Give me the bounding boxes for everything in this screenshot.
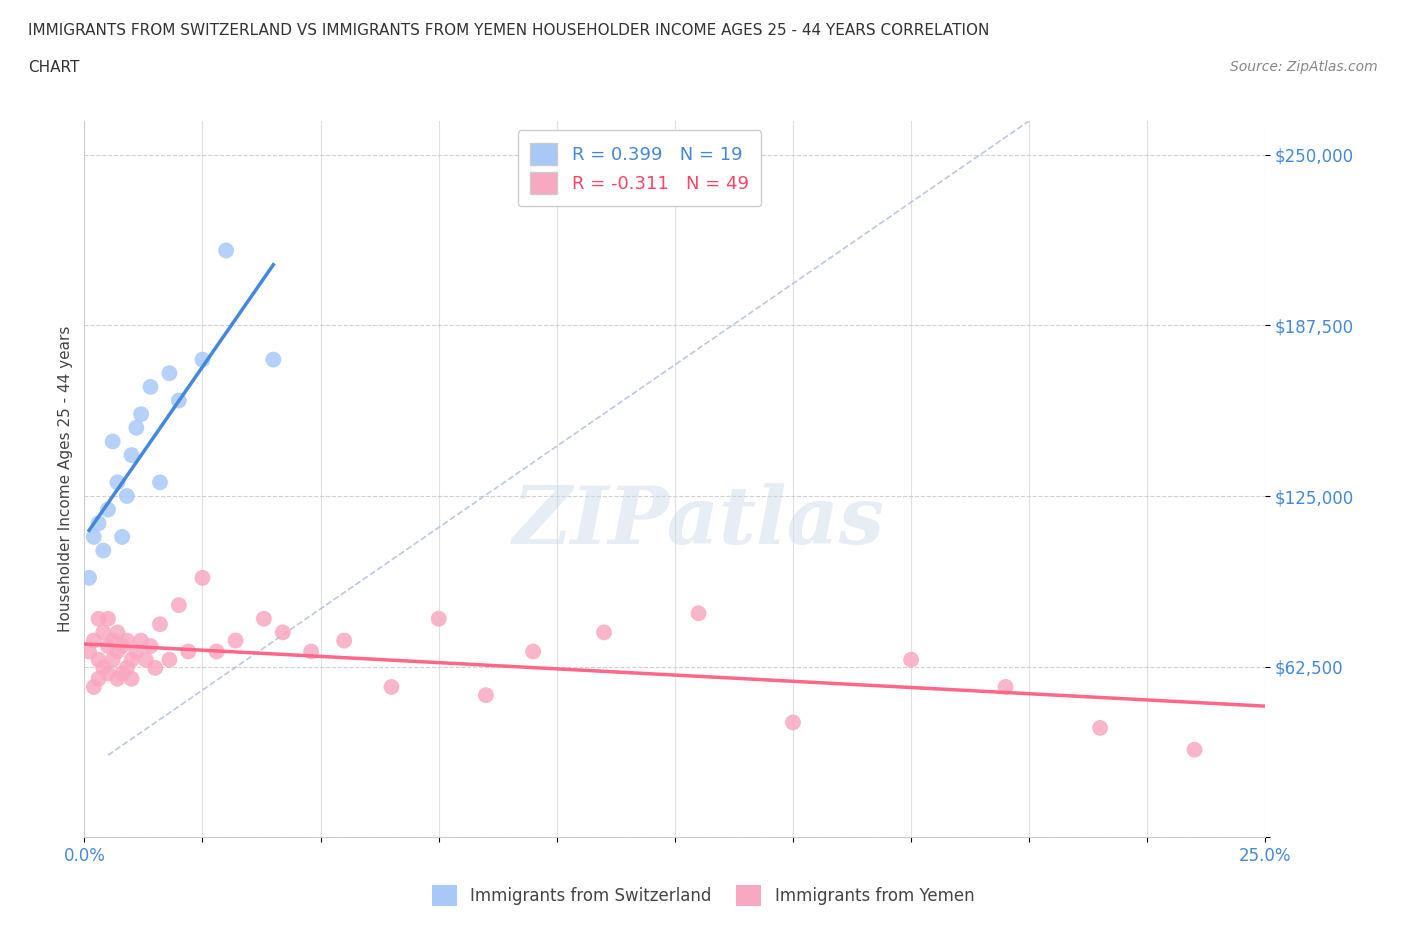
Legend: Immigrants from Switzerland, Immigrants from Yemen: Immigrants from Switzerland, Immigrants … <box>425 879 981 912</box>
Point <box>157 652 180 667</box>
Point <box>111 666 134 681</box>
Point <box>125 420 148 435</box>
Point <box>91 625 114 640</box>
Point <box>87 516 110 531</box>
Point <box>139 639 162 654</box>
Point <box>225 633 247 648</box>
Point <box>97 666 120 681</box>
Point <box>87 652 110 667</box>
Point <box>380 680 402 695</box>
Point <box>167 598 190 613</box>
Point <box>91 543 114 558</box>
Point <box>83 680 105 695</box>
Point <box>167 393 190 408</box>
Point <box>149 617 172 631</box>
Point <box>77 644 100 659</box>
Point <box>129 406 152 421</box>
Point <box>157 365 180 380</box>
Point <box>994 680 1017 695</box>
Point <box>115 488 138 503</box>
Point <box>129 633 152 648</box>
Point <box>111 529 134 544</box>
Point <box>522 644 544 659</box>
Point <box>77 570 100 585</box>
Point <box>271 625 294 640</box>
Point <box>177 644 200 659</box>
Point <box>427 611 450 626</box>
Point <box>253 611 276 626</box>
Point <box>97 611 120 626</box>
Point <box>333 633 356 648</box>
Point <box>111 639 134 654</box>
Text: CHART: CHART <box>28 60 80 75</box>
Point <box>97 639 120 654</box>
Point <box>107 644 129 659</box>
Point <box>1184 742 1206 757</box>
Point <box>900 652 922 667</box>
Point <box>97 502 120 517</box>
Point <box>83 633 105 648</box>
Point <box>143 660 166 675</box>
Point <box>205 644 228 659</box>
Point <box>107 475 129 490</box>
Point <box>139 379 162 394</box>
Y-axis label: Householder Income Ages 25 - 44 years: Householder Income Ages 25 - 44 years <box>58 326 73 632</box>
Point <box>121 447 143 462</box>
Point <box>125 644 148 659</box>
Point <box>91 660 114 675</box>
Point <box>121 671 143 686</box>
Point <box>262 352 284 367</box>
Point <box>299 644 322 659</box>
Text: ZIPatlas: ZIPatlas <box>512 484 884 561</box>
Point <box>688 605 710 620</box>
Point <box>191 352 214 367</box>
Point <box>107 625 129 640</box>
Point <box>215 243 238 258</box>
Point <box>101 633 124 648</box>
Point <box>121 652 143 667</box>
Point <box>107 671 129 686</box>
Point <box>115 660 138 675</box>
Point <box>593 625 616 640</box>
Text: Source: ZipAtlas.com: Source: ZipAtlas.com <box>1230 60 1378 74</box>
Point <box>87 611 110 626</box>
Point <box>87 671 110 686</box>
Point <box>115 633 138 648</box>
Point <box>101 434 124 449</box>
Point <box>1088 721 1111 736</box>
Text: IMMIGRANTS FROM SWITZERLAND VS IMMIGRANTS FROM YEMEN HOUSEHOLDER INCOME AGES 25 : IMMIGRANTS FROM SWITZERLAND VS IMMIGRANT… <box>28 23 990 38</box>
Point <box>149 475 172 490</box>
Legend: R = 0.399   N = 19, R = -0.311   N = 49: R = 0.399 N = 19, R = -0.311 N = 49 <box>517 130 762 206</box>
Point <box>782 715 804 730</box>
Point <box>83 529 105 544</box>
Point <box>191 570 214 585</box>
Point <box>475 687 498 702</box>
Point <box>101 652 124 667</box>
Point <box>135 652 157 667</box>
